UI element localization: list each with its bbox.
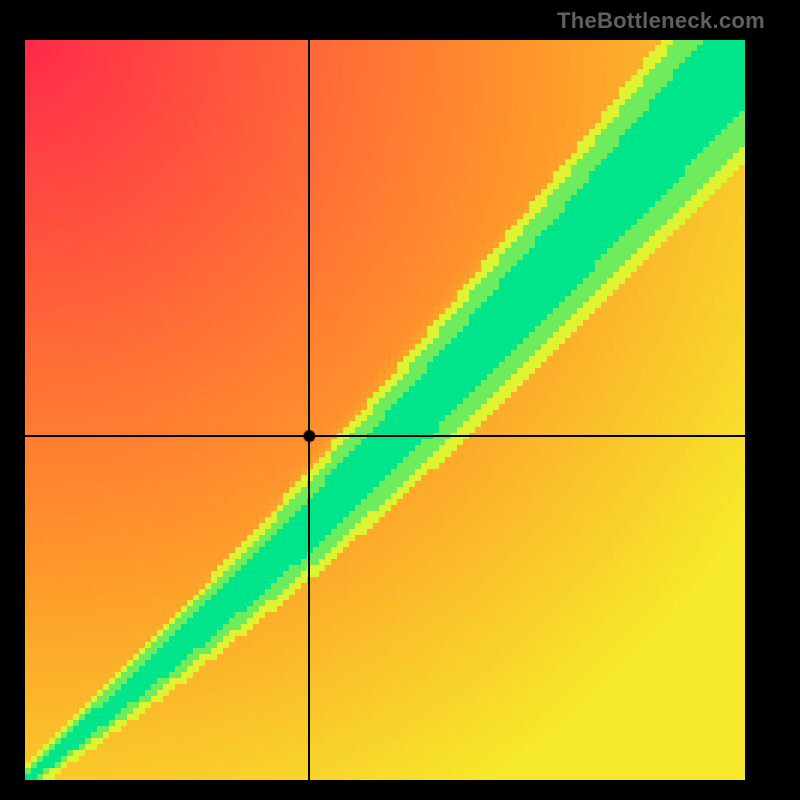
watermark-text: TheBottleneck.com <box>557 8 765 34</box>
marker-canvas <box>0 0 800 800</box>
